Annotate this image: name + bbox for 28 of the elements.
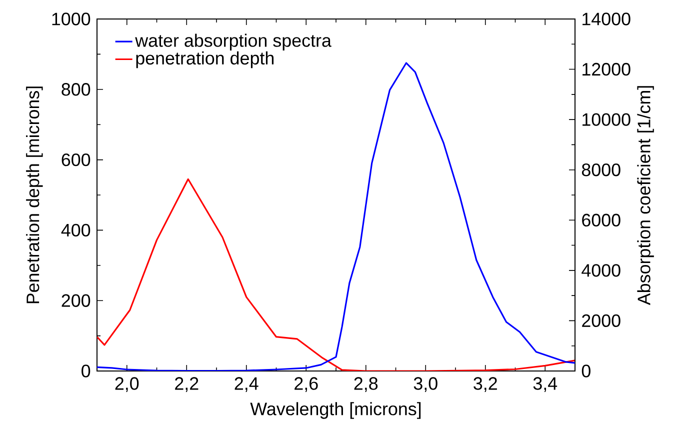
- y-tick-label: 800: [62, 83, 90, 96]
- y2-tick-label: 8000: [582, 163, 620, 176]
- x-tick-label: 3,4: [533, 377, 558, 392]
- y-axis-title: Penetration depth [microns]: [26, 86, 43, 304]
- x-tick-label: 2,4: [234, 377, 258, 392]
- x-tick-label: 2,2: [175, 377, 198, 392]
- x-axis-title: Wavelength [microns]: [250, 402, 421, 419]
- x-tick-label: 2,0: [115, 377, 139, 392]
- x-tick-label: 2,6: [294, 377, 318, 392]
- y2-tick-label: 4000: [582, 264, 620, 277]
- y-tick-label: 400: [61, 224, 90, 237]
- y-tick-label: 1000: [52, 12, 90, 26]
- y2-tick-label: 0: [582, 364, 590, 378]
- y2-tick-label: 10000: [582, 113, 630, 126]
- y-tick-label: 200: [62, 294, 90, 307]
- x-tick-label: 3,0: [414, 377, 438, 392]
- y2-axis-title: Absorption coeficient [1/cm]: [637, 86, 654, 306]
- x-tick-label: 3,2: [474, 377, 497, 392]
- y2-tick-label: 2000: [582, 314, 620, 328]
- line-series: [97, 178, 576, 371]
- y-tick-label: 0: [82, 364, 90, 378]
- x-tick-label: 2,8: [354, 377, 378, 392]
- legend-label: water absorption spectra: [135, 34, 332, 50]
- y2-tick-label: 12000: [582, 62, 630, 76]
- legend-label: penetration depth: [136, 51, 274, 68]
- y-tick-label: 600: [62, 153, 90, 166]
- y2-tick-label: 14000: [582, 12, 630, 26]
- y2-tick-label: 6000: [582, 214, 620, 226]
